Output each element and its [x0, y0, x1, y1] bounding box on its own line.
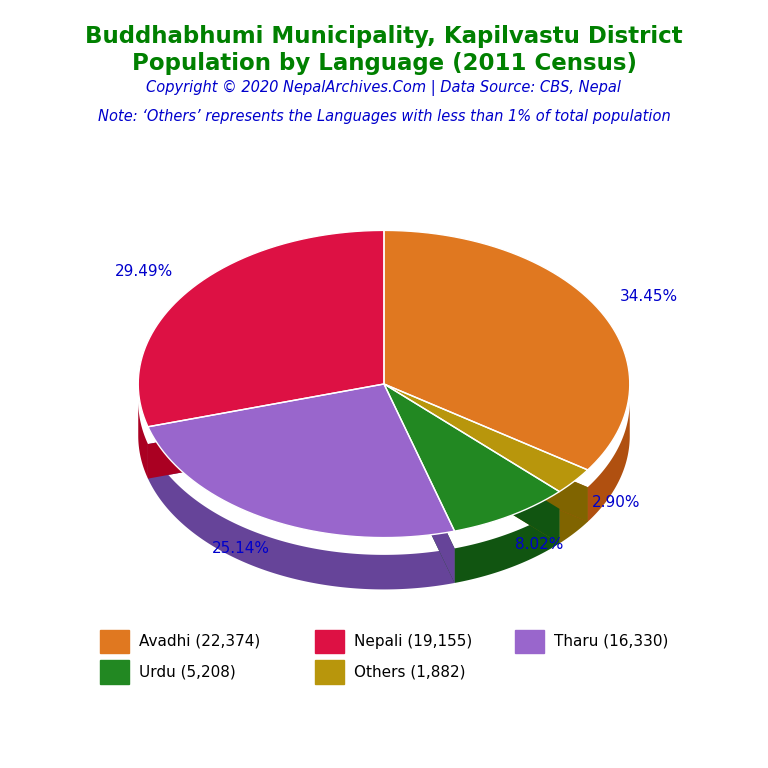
Polygon shape — [455, 509, 559, 583]
Polygon shape — [148, 402, 384, 478]
Polygon shape — [384, 384, 559, 531]
Polygon shape — [384, 230, 630, 470]
Polygon shape — [148, 444, 455, 589]
Text: Avadhi (22,374): Avadhi (22,374) — [139, 634, 260, 649]
Text: Urdu (5,208): Urdu (5,208) — [139, 664, 236, 680]
Bar — [100, 660, 129, 684]
Polygon shape — [588, 402, 630, 521]
Bar — [515, 630, 544, 653]
Polygon shape — [384, 402, 588, 521]
Text: 34.45%: 34.45% — [620, 289, 678, 303]
Polygon shape — [384, 402, 588, 521]
Polygon shape — [559, 487, 588, 544]
Polygon shape — [384, 402, 559, 544]
Bar — [100, 630, 129, 653]
Text: Nepali (19,155): Nepali (19,155) — [354, 634, 472, 649]
Text: Note: ‘Others’ represents the Languages with less than 1% of total population: Note: ‘Others’ represents the Languages … — [98, 109, 670, 124]
Text: 25.14%: 25.14% — [212, 541, 270, 556]
Text: Tharu (16,330): Tharu (16,330) — [554, 634, 668, 649]
Text: 29.49%: 29.49% — [115, 264, 174, 279]
Text: 8.02%: 8.02% — [515, 537, 563, 552]
Text: 2.90%: 2.90% — [592, 495, 641, 510]
Text: Others (1,882): Others (1,882) — [354, 664, 465, 680]
Polygon shape — [384, 402, 455, 583]
Polygon shape — [384, 402, 455, 583]
Polygon shape — [138, 230, 384, 427]
Text: Buddhabhumi Municipality, Kapilvastu District: Buddhabhumi Municipality, Kapilvastu Dis… — [85, 25, 683, 48]
Bar — [315, 660, 344, 684]
Polygon shape — [148, 402, 384, 478]
Polygon shape — [384, 402, 559, 544]
Bar — [315, 630, 344, 653]
Text: Copyright © 2020 NepalArchives.Com | Data Source: CBS, Nepal: Copyright © 2020 NepalArchives.Com | Dat… — [147, 80, 621, 96]
Text: Population by Language (2011 Census): Population by Language (2011 Census) — [131, 52, 637, 75]
Polygon shape — [384, 384, 588, 492]
Polygon shape — [148, 384, 455, 538]
Polygon shape — [138, 402, 148, 478]
